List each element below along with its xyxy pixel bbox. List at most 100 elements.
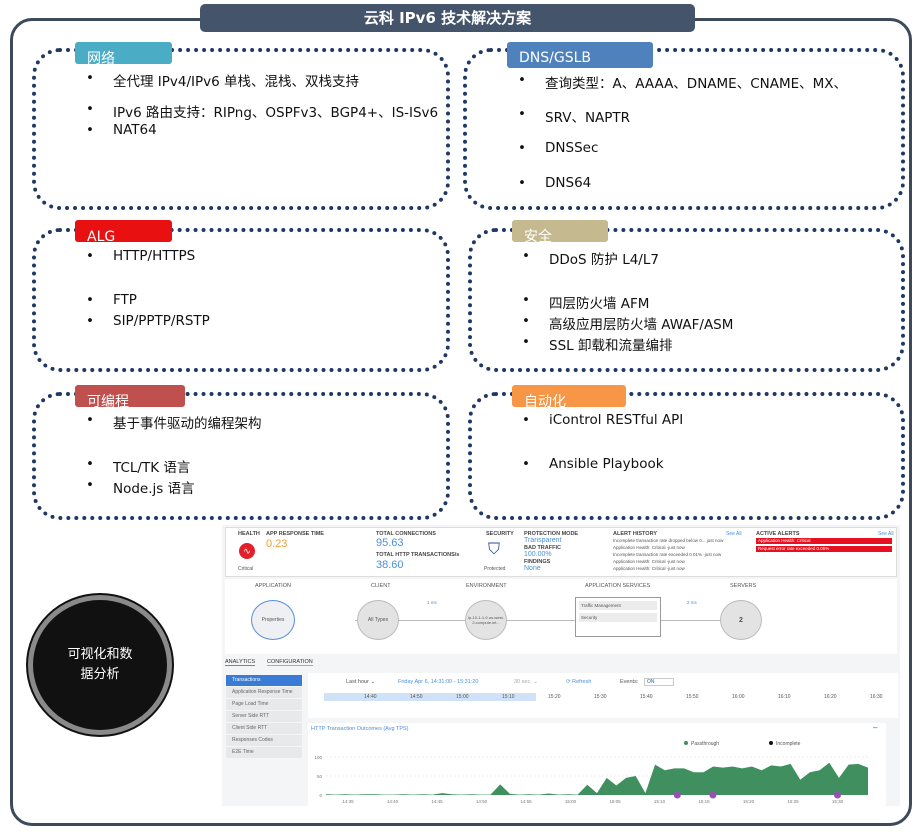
alert-item: Application Health: Critical -just now (613, 545, 685, 550)
list-item: SIP/PPTP/RSTP (86, 313, 210, 329)
circle-label: 可视化和数据分析 (67, 647, 133, 682)
menu-item[interactable]: Client Side RTT (226, 723, 302, 734)
flow-client-label: CLIENT (371, 583, 391, 589)
timeline-tick: 15:00 (456, 694, 469, 700)
server-latency: 2 ms (687, 600, 697, 605)
http-value: 38.60 (376, 559, 404, 571)
tag-network: 网络 (75, 42, 172, 64)
summary-bar: HEALTH ∿ Critical APP RESPONSE TIME 0.23… (225, 527, 897, 577)
menu-item[interactable]: Application Response Time (226, 687, 302, 698)
flow-services-label: APPLICATION SERVICES (585, 583, 651, 589)
tab-analytics[interactable]: ANALYTICS (225, 659, 256, 666)
client-latency: 1 ms (427, 600, 437, 605)
list-item: Ansible Playbook (522, 456, 663, 472)
section-network (32, 48, 450, 210)
properties-node[interactable]: Properties (251, 600, 295, 640)
menu-item[interactable]: Responses Codes (226, 735, 302, 746)
tab-configuration[interactable]: CONFIGURATION (267, 659, 313, 666)
section-automation (468, 392, 905, 520)
refresh-button[interactable]: ⟳ Refresh (566, 679, 592, 685)
event-marker (709, 791, 717, 799)
legend-label: Incomplete (776, 741, 801, 747)
timeline-tick: 14:50 (410, 694, 423, 700)
list-item: iControl RESTful API (522, 412, 683, 428)
events-label: Events: (620, 679, 639, 685)
alert-history-label: ALERT HISTORY (613, 531, 658, 537)
timeline-tick: 16:10 (778, 694, 791, 700)
traffic-management[interactable]: Traffic Management (579, 601, 657, 610)
collapse-icon[interactable]: – (873, 723, 878, 732)
list-item: DNSSec (518, 140, 599, 156)
timeline-tick: 15:30 (594, 694, 607, 700)
client-node[interactable]: All Types (357, 600, 399, 640)
y-tick-label: 0 (319, 793, 322, 798)
alert-list: Incomplete transaction rate dropped belo… (613, 537, 723, 572)
security-status: Protected (484, 566, 506, 572)
menu-item[interactable]: Server Side RTT (226, 711, 302, 722)
health-status: Critical (238, 566, 254, 572)
legend-swatch (684, 741, 688, 745)
app-rt-value: 0.23 (266, 538, 288, 550)
timeline-tick: 16:00 (732, 694, 745, 700)
bad-label: BAD TRAFFIC (524, 545, 561, 551)
timeline-selection[interactable] (324, 693, 536, 701)
active-alert[interactable]: Application Health: Critical (756, 538, 892, 544)
alert-item: Incomplete transaction rate dropped belo… (613, 538, 724, 543)
x-tick-label: 14:50 (476, 799, 488, 804)
x-tick-label: 14:45 (431, 799, 443, 804)
passthrough-area (326, 762, 868, 795)
tag-dns: DNS/GSLB (507, 42, 653, 68)
chart-panel: HTTP Transaction Outcomes (Avg TPS) – 0 5… (308, 723, 886, 806)
x-tick-label: 14:40 (387, 799, 399, 804)
active-alert[interactable]: Request error rate exceeded 0.05% (756, 546, 892, 552)
x-tick-label: 15:30 (832, 799, 844, 804)
menu-item[interactable]: Transactions (226, 675, 302, 686)
x-tick-label: 15:25 (787, 799, 799, 804)
period-label: Friday Apr 6, 14:31:00 - 15:31:20 (398, 679, 479, 685)
timeline-tick: 16:30 (870, 694, 883, 700)
list-item: IPv6 路由支持：RIPng、OSPFv3、BGP4+、IS-ISv6 (86, 101, 438, 121)
tag-automation: 自动化 (512, 385, 626, 407)
alert-item: Application Health: Critical -just now (613, 566, 685, 571)
bad-value: 100.00% (524, 551, 552, 558)
events-toggle[interactable]: ON (644, 678, 674, 686)
tag-security: 安全 (512, 220, 608, 242)
event-marker (834, 791, 841, 799)
conn-value: 95.63 (376, 537, 404, 549)
services-box[interactable]: Traffic Management Security (575, 597, 661, 637)
alert-item: Application Health: Critical -just now (613, 559, 685, 564)
see-all-link[interactable]: See All (878, 531, 894, 537)
x-tick-label: 15:10 (654, 799, 666, 804)
security-service[interactable]: Security (579, 613, 657, 622)
chart-title: HTTP Transaction Outcomes (Avg TPS) (311, 726, 409, 732)
section-alg (32, 228, 450, 372)
range-select[interactable]: Last hour ⌄ (346, 679, 376, 685)
list-item: NAT64 (86, 122, 157, 138)
x-tick-label: 14:35 (342, 799, 354, 804)
alert-item: Incomplete transaction rate exceeded 0.0… (613, 552, 722, 557)
y-tick-label: 100 (314, 755, 322, 760)
find-value: None (524, 565, 541, 572)
x-tick-label: 15:20 (743, 799, 755, 804)
dashboard-screenshot: HEALTH ∿ Critical APP RESPONSE TIME 0.23… (222, 525, 900, 806)
http-label: TOTAL HTTP TRANSACTIONS/s (376, 552, 460, 558)
flow-servers-label: SERVERS (730, 583, 757, 589)
servers-node[interactable]: 2 (720, 600, 762, 640)
interval-select[interactable]: 30 sec. ⌄ (514, 679, 538, 685)
menu-item[interactable]: Page Load Time (226, 699, 302, 710)
timeline-tick: 15:20 (548, 694, 561, 700)
list-item: 基于事件驱动的编程架构 (86, 412, 261, 432)
menu-item[interactable]: E2E Time (226, 747, 302, 758)
x-tick-label: 14:55 (520, 799, 532, 804)
environment-node[interactable]: ip-10-1-1-9.us-west-2.compute.int... (465, 600, 507, 640)
timeline-tick: 16:20 (824, 694, 837, 700)
area-chart: 0 50 100 14:35 14:40 14:45 14:50 14:55 15:00 15:0… (314, 741, 868, 804)
section-security (468, 228, 905, 372)
timeline-tick: 15:10 (502, 694, 515, 700)
timeline-tick: 15:50 (686, 694, 699, 700)
flow-environment-label: ENVIRONMENT (466, 583, 507, 589)
section-programmable (32, 392, 450, 520)
list-item: HTTP/HTTPS (86, 248, 195, 264)
see-all-link[interactable]: See All (726, 531, 742, 537)
app-rt-label: APP RESPONSE TIME (266, 531, 324, 537)
